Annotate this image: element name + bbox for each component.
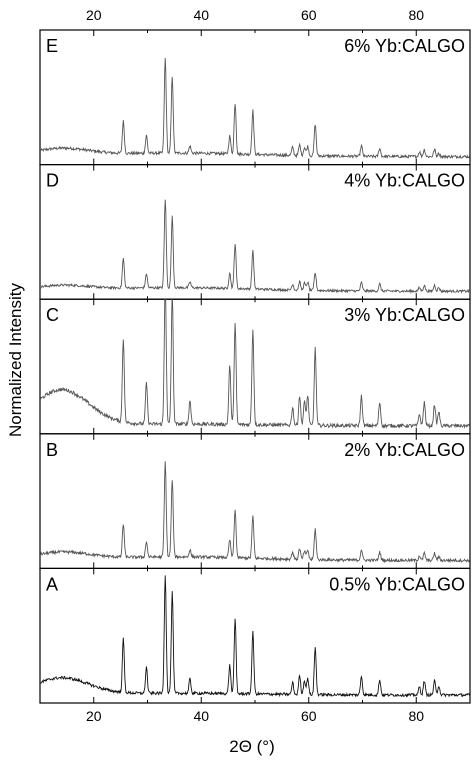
panel-b: B 2% Yb:CALGO <box>39 433 471 569</box>
bottom-tick-label: 80 <box>408 708 424 724</box>
series-line-a <box>40 575 470 698</box>
series-line-b <box>40 461 470 564</box>
panel-letter: C <box>46 305 59 325</box>
panel-d: D 4% Yb:CALGO <box>39 164 471 300</box>
x-axis-label: 2Θ (°) <box>229 737 275 756</box>
panel-letter: D <box>46 171 59 191</box>
panel-sample-label: 3% Yb:CALGO <box>344 305 465 325</box>
panel-sample-label: 2% Yb:CALGO <box>344 440 465 460</box>
panel-letter: A <box>46 574 58 594</box>
panel-sample-label: 4% Yb:CALGO <box>344 171 465 191</box>
top-tick-label: 40 <box>193 7 209 23</box>
bottom-tick-label: 40 <box>193 708 209 724</box>
bottom-axis-ticks: 20 40 60 80 <box>86 708 424 724</box>
panel-e: E 6% Yb:CALGO <box>39 29 471 166</box>
panel-letter: E <box>46 36 58 56</box>
top-tick-label: 60 <box>301 7 317 23</box>
top-tick-label: 20 <box>86 7 102 23</box>
y-axis-label: Normalized Intensity <box>6 283 25 438</box>
top-axis-ticks: 20 40 60 80 <box>86 7 424 23</box>
bottom-tick-label: 20 <box>86 708 102 724</box>
series-line-e <box>40 57 470 160</box>
panels-group: E 6% Yb:CALGO D 4% Yb:CALGO C 3% Yb:CALGO B 2% … <box>39 29 471 704</box>
series-line-c <box>40 299 470 430</box>
top-tick-label: 80 <box>408 7 424 23</box>
panel-letter: B <box>46 440 58 460</box>
series-line-d <box>40 199 470 295</box>
panel-sample-label: 6% Yb:CALGO <box>344 36 465 56</box>
panel-c: C 3% Yb:CALGO <box>39 298 471 435</box>
panel-sample-label: 0.5% Yb:CALGO <box>329 574 465 594</box>
panel-a: A 0.5% Yb:CALGO <box>39 567 471 704</box>
bottom-tick-label: 60 <box>301 708 317 724</box>
